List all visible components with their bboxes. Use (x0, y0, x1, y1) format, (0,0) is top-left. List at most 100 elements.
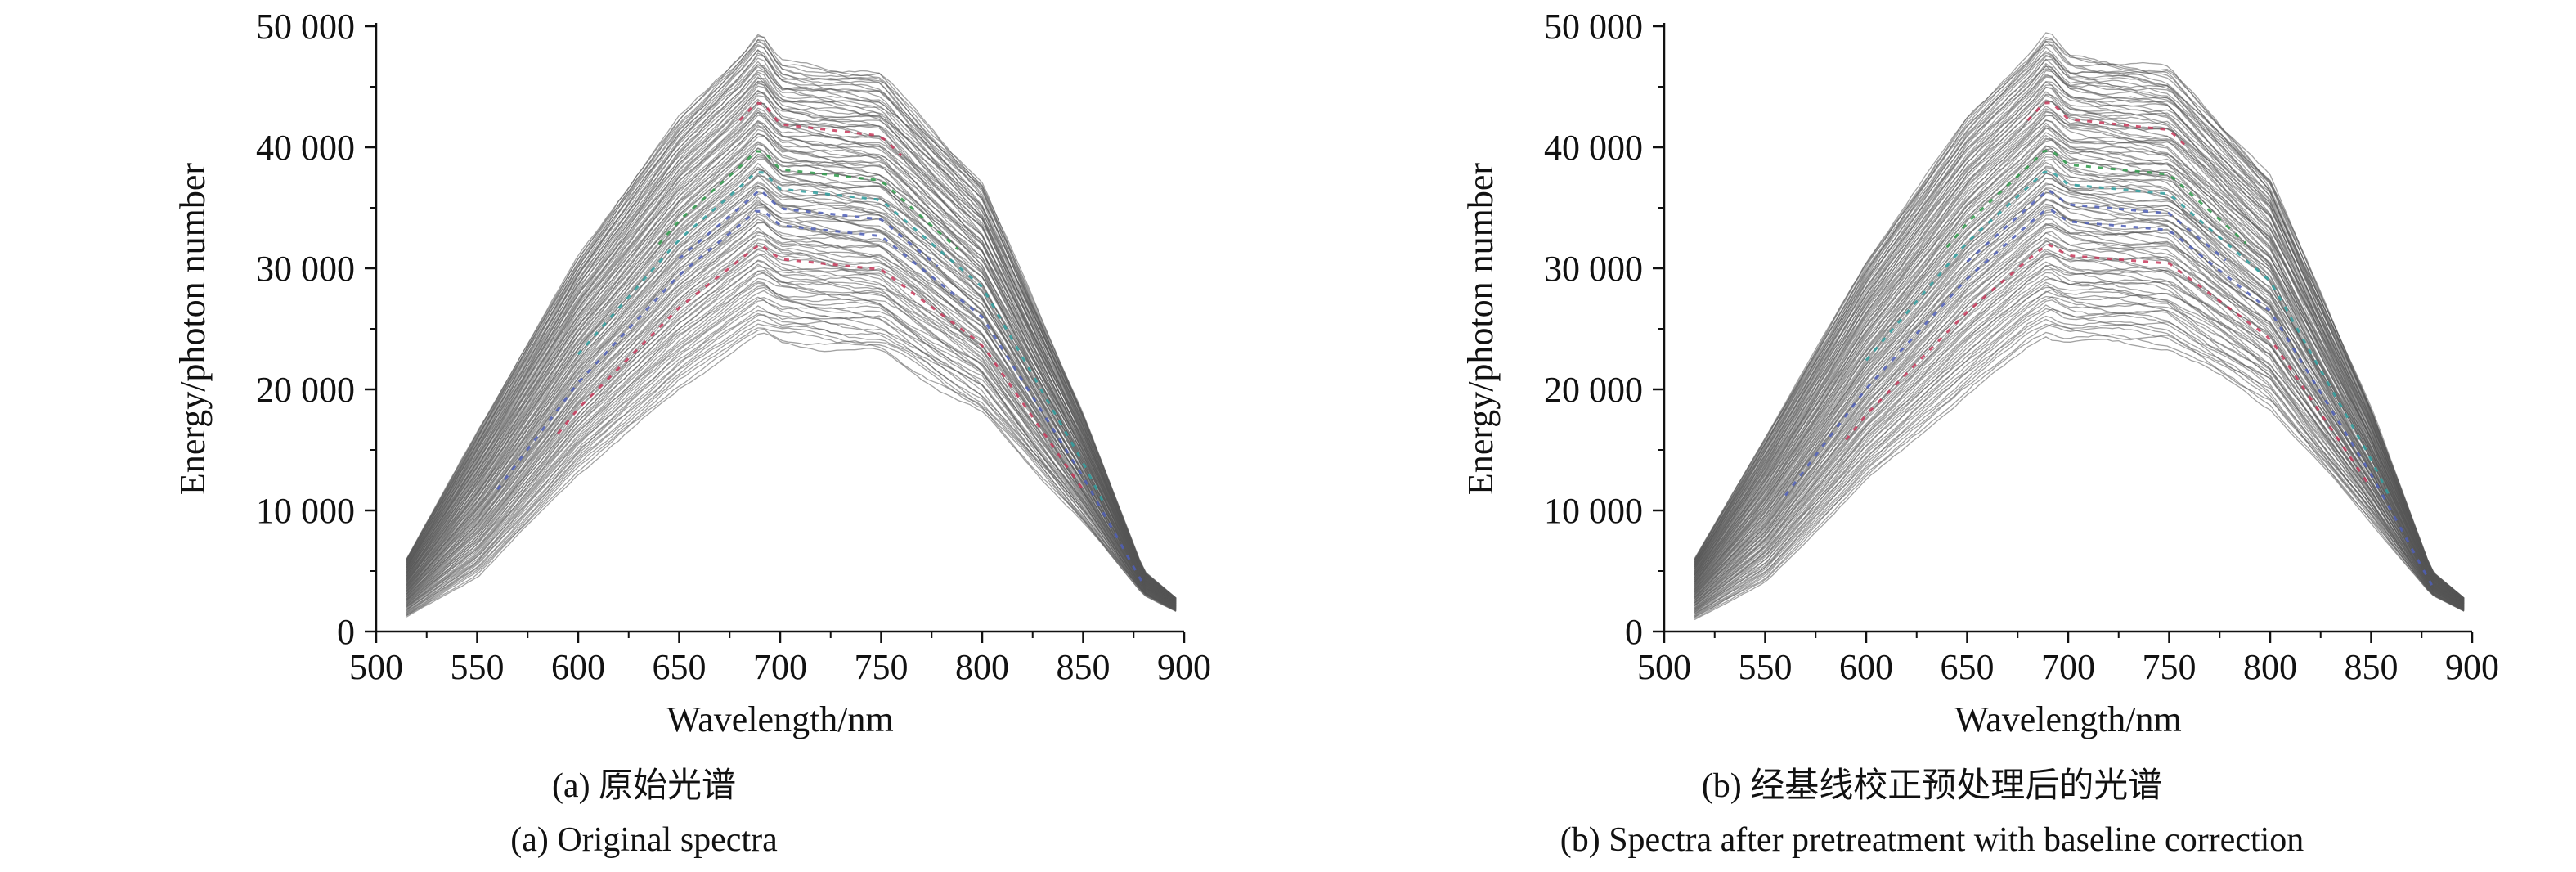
spectrum-line (1694, 323, 2465, 618)
spectrum-line (406, 98, 1177, 601)
spectrum-line (1694, 91, 2465, 601)
spectrum-line (406, 234, 1177, 608)
highlight-streak (1845, 242, 2372, 489)
caption-en-b: (b) Spectra after pretreatment with base… (1560, 821, 2304, 859)
x-tick-label: 700 (2041, 647, 2095, 687)
spectrum-line (1694, 199, 2465, 606)
spectrum-line (406, 245, 1177, 608)
spectrum-line (406, 299, 1177, 611)
y-tick-label: 40 000 (1544, 128, 1643, 168)
highlight-streaks (496, 101, 1145, 586)
spectrum-line (406, 231, 1177, 608)
x-tick-label: 750 (2143, 647, 2197, 687)
highlight-streak (557, 242, 1084, 491)
spectrum-line (1694, 183, 2465, 605)
spectrum-line (1694, 231, 2465, 608)
x-tick-label: 850 (2345, 647, 2399, 687)
spectrum-line (1694, 172, 2465, 605)
x-tick-label: 600 (551, 647, 605, 687)
spectrum-line (406, 272, 1177, 609)
x-axis-title: Wavelength/nm (1954, 699, 2182, 739)
chart-a: 500 550 600 650 700 750 800 850 900 0 10 000 20 000… (173, 7, 1211, 739)
highlight-streak (678, 187, 939, 267)
highlight-streak (496, 209, 1145, 586)
x-tick-label: 700 (753, 647, 807, 687)
y-tick-label: 50 000 (1544, 7, 1643, 47)
spectrum-line (406, 266, 1177, 609)
spectrum-line (406, 286, 1177, 610)
y-tick-label: 10 000 (1544, 491, 1643, 531)
spectrum-line (1694, 198, 2465, 606)
x-tick-label: 800 (2243, 647, 2297, 687)
highlight-streak (577, 170, 1105, 503)
spectrum-line (1694, 211, 2465, 607)
spectrum-line (406, 239, 1177, 608)
spectrum-line (406, 71, 1177, 600)
spectrum-line (406, 327, 1177, 616)
chart-panel-b: 500 550 600 650 700 750 800 850 900 0 10 000 20 000… (1288, 0, 2576, 872)
spectrum-line (406, 297, 1177, 611)
spectrum-line (406, 253, 1177, 609)
highlight-streak (1966, 187, 2227, 263)
x-axis-title: Wavelength/nm (666, 699, 894, 739)
x-tick-label: 900 (1157, 647, 1211, 687)
x-tick-label: 500 (349, 647, 403, 687)
y-tick-label: 20 000 (1544, 370, 1643, 410)
spectrum-line (1694, 284, 2465, 610)
spectrum-line (1694, 336, 2465, 621)
spectrum-line (406, 73, 1177, 600)
spectrum-line (1694, 68, 2465, 600)
spectrum-line (1694, 315, 2465, 616)
x-tick-label: 750 (855, 647, 909, 687)
y-tick-label: 0 (337, 612, 355, 652)
spectrum-line (406, 192, 1177, 606)
spectrum-line (406, 154, 1177, 604)
spectrum-line (406, 158, 1177, 605)
y-tick-label: 50 000 (256, 7, 355, 47)
x-tick-label: 550 (451, 647, 505, 687)
x-tick-label: 900 (2445, 647, 2499, 687)
spectrum-line (1694, 296, 2465, 613)
spectrum-line (1694, 237, 2465, 608)
x-tick-label: 650 (653, 647, 707, 687)
spectrum-line (406, 185, 1177, 605)
spectrum-line (1694, 139, 2465, 604)
spectrum-line (406, 332, 1177, 618)
y-tick-label: 30 000 (256, 249, 355, 289)
x-tick-label: 500 (1637, 647, 1691, 687)
spectrum-line (406, 312, 1177, 614)
spectrum-line (406, 323, 1177, 616)
highlight-streak (2026, 101, 2191, 151)
x-tick-label: 550 (1739, 647, 1793, 687)
x-tick-label: 600 (1839, 647, 1893, 687)
spectrum-line (406, 314, 1177, 614)
spectrum-line (1694, 87, 2465, 601)
spectrum-line (406, 222, 1177, 607)
caption-en-a: (a) Original spectra (510, 821, 778, 859)
x-tick-label: 850 (1057, 647, 1111, 687)
chart-panel-a: 500 550 600 650 700 750 800 850 900 0 10 000 20 000… (173, 7, 1211, 859)
spectrum-line (406, 259, 1177, 609)
chart-b: 500 550 600 650 700 750 800 850 900 0 10 000 20 000… (1461, 7, 2499, 739)
y-tick-label: 30 000 (1544, 249, 1643, 289)
spectrum-line (1694, 58, 2465, 600)
spectrum-line (1694, 277, 2465, 609)
spectrum-line (406, 181, 1177, 605)
spectrum-line (1694, 75, 2465, 600)
spectrum-line (406, 222, 1177, 607)
y-tick-label: 20 000 (256, 370, 355, 410)
spectrum-line (1694, 255, 2465, 609)
spectrum-line (406, 103, 1177, 602)
highlight-streak (1784, 209, 2433, 586)
spectra-lines (1694, 32, 2465, 621)
caption-cn-a: (a) 原始光谱 (551, 767, 737, 805)
spectrum-line (406, 43, 1177, 600)
spectrum-line (1694, 156, 2465, 605)
highlight-streak (1865, 170, 2393, 501)
spectrum-line (406, 285, 1177, 610)
spectrum-line (1694, 111, 2465, 602)
spectrum-line (406, 270, 1177, 609)
spectrum-line (1694, 32, 2465, 599)
spectrum-line (1694, 84, 2465, 601)
spectrum-line (406, 282, 1177, 610)
